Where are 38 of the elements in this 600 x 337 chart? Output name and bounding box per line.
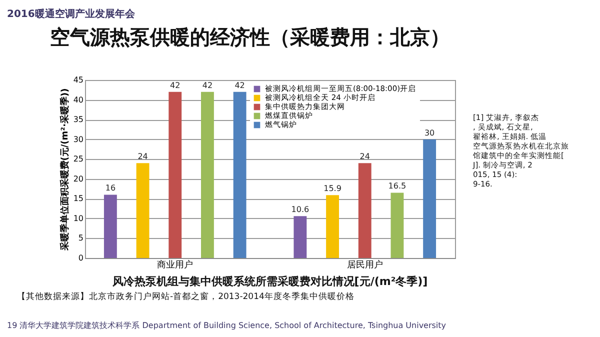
x-tick-label: 商业用户: [157, 260, 194, 270]
data-label: 24: [138, 152, 148, 162]
data-label: 24: [360, 152, 370, 162]
bar: [358, 163, 372, 258]
text: 2016暖通空调产业发展年会: [7, 8, 136, 20]
x-tick-label: 居民用户: [346, 260, 383, 270]
bar: [168, 92, 182, 258]
bar: [104, 194, 117, 258]
y-tick-label: 25: [73, 154, 84, 164]
data-label: 16: [105, 184, 116, 193]
data-label: 42: [202, 80, 213, 90]
y-tick-label: 45: [73, 76, 84, 84]
data-label: 15.9: [324, 184, 342, 194]
text: 风冷热泵机组与集中供暖系统所需采暖费对比情况[元/(m²冬季)]: [111, 275, 428, 288]
text: 【其他数据来源】北京市政务门户网站-首都之窗，2013-2014年度冬季集中供暖价格: [17, 291, 354, 302]
bar: [390, 192, 404, 258]
bar: [294, 216, 307, 258]
y-tick-label: 35: [73, 115, 84, 124]
y-axis-title: 采暖季单位面积采暖费(元/(m²·采暖季)): [59, 88, 70, 252]
data-label: 30: [424, 128, 435, 138]
y-tick-label: 15: [73, 194, 84, 204]
data-label: 42: [234, 80, 245, 90]
bar: [326, 195, 339, 258]
y-tick-label: 40: [73, 95, 84, 104]
y-tick-label: 10: [73, 214, 84, 223]
bar: [136, 163, 150, 258]
chart-title: 空气源热泵供暖的经济性（采暖费用：北京）: [50, 25, 450, 49]
bar: [201, 92, 214, 258]
bar: [423, 139, 436, 258]
data-label: 16.5: [388, 182, 406, 191]
y-tick-label: 30: [73, 134, 84, 144]
bar: [233, 92, 246, 258]
y-tick-label: 5: [78, 234, 84, 243]
data-label: 42: [170, 80, 180, 90]
y-tick-label: 0: [78, 254, 84, 262]
y-tick-label: 20: [73, 174, 84, 184]
data-label: 10.6: [291, 205, 310, 214]
text: 19 清华大学建筑学院建筑技术科学系 Department of Building Science, School of Architecture, Tsinghua University: [7, 321, 446, 330]
